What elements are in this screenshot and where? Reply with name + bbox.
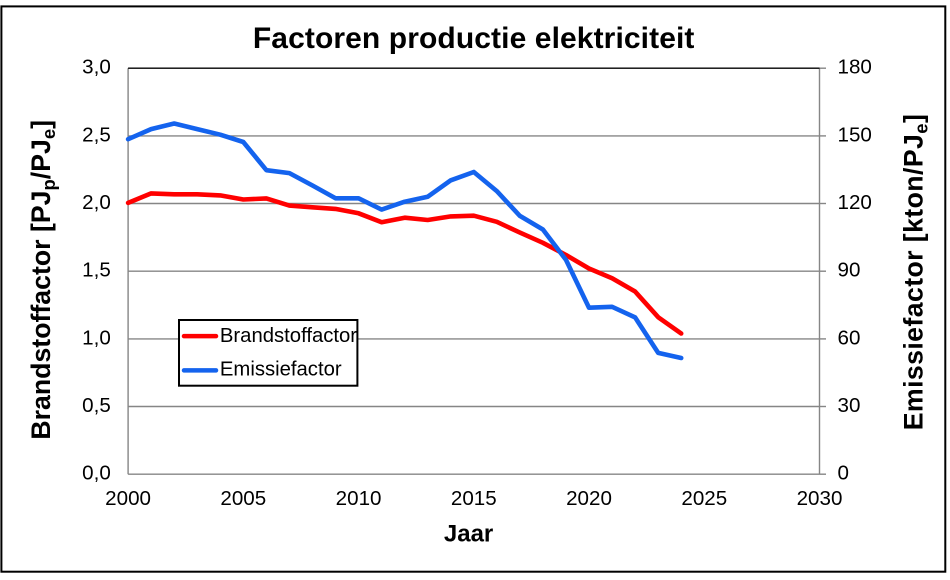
svg-text:Brandstoffactor: Brandstoffactor [220, 325, 357, 347]
svg-text:0,5: 0,5 [82, 394, 111, 417]
svg-text:1,0: 1,0 [82, 326, 111, 349]
svg-text:2,5: 2,5 [82, 123, 111, 146]
svg-text:30: 30 [838, 394, 861, 417]
svg-text:180: 180 [838, 56, 872, 79]
svg-text:60: 60 [838, 326, 861, 349]
svg-text:2005: 2005 [220, 487, 266, 510]
svg-text:2030: 2030 [797, 487, 843, 510]
svg-text:0,0: 0,0 [82, 462, 111, 485]
svg-text:2,0: 2,0 [82, 191, 111, 214]
svg-text:2010: 2010 [336, 487, 382, 510]
svg-text:1,5: 1,5 [82, 259, 111, 282]
svg-text:Jaar: Jaar [444, 521, 493, 548]
svg-text:Brandstoffactor [PJp/PJe]: Brandstoffactor [PJp/PJe] [26, 120, 59, 440]
svg-text:Factoren productie elektricite: Factoren productie elektriciteit [253, 22, 695, 55]
svg-text:2000: 2000 [105, 487, 151, 510]
svg-text:2015: 2015 [451, 487, 497, 510]
svg-text:2025: 2025 [681, 487, 727, 510]
svg-text:2020: 2020 [566, 487, 612, 510]
svg-text:90: 90 [838, 259, 861, 282]
svg-text:120: 120 [838, 191, 872, 214]
svg-text:Emissiefactor: Emissiefactor [220, 358, 342, 380]
svg-text:Emissiefactor [kton/PJe]: Emissiefactor [kton/PJe] [899, 114, 932, 431]
svg-text:3,0: 3,0 [82, 56, 111, 79]
svg-text:0: 0 [838, 462, 849, 485]
svg-text:150: 150 [838, 123, 872, 146]
